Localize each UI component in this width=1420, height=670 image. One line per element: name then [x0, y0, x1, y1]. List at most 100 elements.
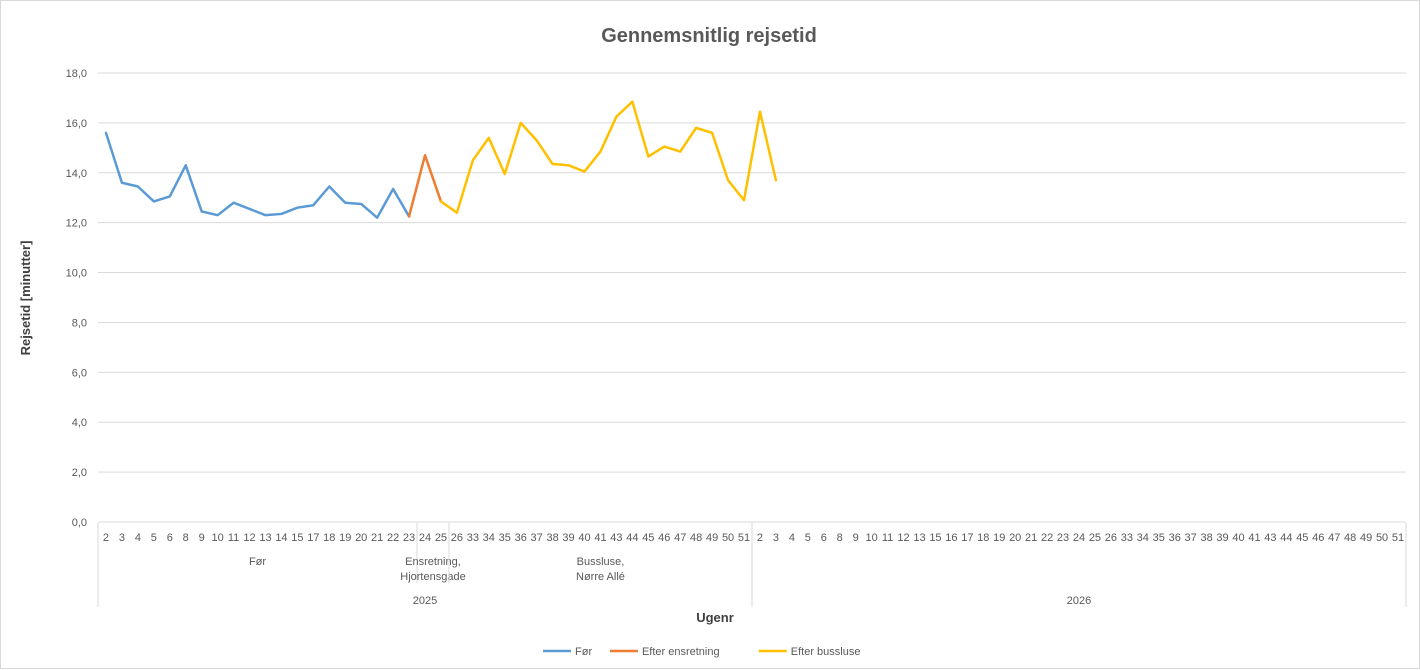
- x-tick-label: 8: [837, 532, 843, 544]
- x-tick-label: 2: [757, 532, 763, 544]
- y-tick-label: 12,0: [66, 218, 87, 230]
- x-tick-label: 33: [1121, 532, 1133, 544]
- series-line: [439, 100, 778, 214]
- x-tick-label: 46: [658, 532, 670, 544]
- x-tick-label: 45: [642, 532, 654, 544]
- x-tick-label: 48: [1344, 532, 1356, 544]
- x-tick-label: 22: [387, 532, 399, 544]
- x-tick-label: 51: [738, 532, 750, 544]
- x-tick-label: 36: [1169, 532, 1181, 544]
- x-tick-label: 4: [135, 532, 141, 544]
- y-tick-label: 6,0: [72, 367, 87, 379]
- x-tick-label: 50: [722, 532, 734, 544]
- series-lines: [104, 100, 778, 219]
- y-tick-label: 14,0: [66, 168, 87, 180]
- x-tick-label: 33: [467, 532, 479, 544]
- x-tick-label: 23: [403, 532, 415, 544]
- x-tick-label: 26: [1105, 532, 1117, 544]
- year-label: 2025: [413, 595, 437, 607]
- phase-label: Bussluse, Nørre Allé: [576, 556, 625, 583]
- y-tick-label: 8,0: [72, 317, 87, 329]
- x-tick-label: 9: [199, 532, 205, 544]
- x-tick-label: 35: [499, 532, 511, 544]
- x-tick-label: 14: [275, 532, 287, 544]
- x-tick-label: 6: [821, 532, 827, 544]
- x-tick-label: 25: [435, 532, 447, 544]
- x-tick-label: 37: [1185, 532, 1197, 544]
- x-tick-label: 13: [259, 532, 271, 544]
- phase-label: Før: [249, 556, 266, 568]
- x-tick-label: 34: [483, 532, 495, 544]
- x-axis: 2 3 4 5 6 8 9 10 11 12 13 14 15 17 18 19 20 21 22 23 24 25 26 3…: [97, 523, 1407, 607]
- x-tick-label: 17: [961, 532, 973, 544]
- x-tick-label: 12: [243, 532, 255, 544]
- x-tick-label: 45: [1296, 532, 1308, 544]
- x-tick-label: 23: [1057, 532, 1069, 544]
- x-tick-label: 39: [1216, 532, 1228, 544]
- x-tick-label: 11: [228, 532, 239, 544]
- x-axis-title: Ugenr: [696, 610, 734, 625]
- x-tick-label: 46: [1312, 532, 1324, 544]
- legend-label: Før: [575, 646, 592, 658]
- y-tick-label: 0,0: [72, 517, 87, 529]
- series-line: [104, 131, 411, 219]
- x-tick-label: 13: [913, 532, 925, 544]
- x-tick-label: 43: [610, 532, 622, 544]
- x-tick-label: 3: [119, 532, 125, 544]
- x-tick-label: 15: [291, 532, 303, 544]
- x-tick-label: 16: [945, 532, 957, 544]
- x-tick-label: 44: [626, 532, 638, 544]
- x-tick-label: 21: [1025, 532, 1037, 544]
- x-tick-label: 47: [674, 532, 686, 544]
- legend-label: Efter bussluse: [791, 646, 861, 658]
- x-tick-label: 36: [515, 532, 527, 544]
- x-tick-label: 49: [706, 532, 718, 544]
- x-tick-label: 22: [1041, 532, 1053, 544]
- x-tick-label: 25: [1089, 532, 1101, 544]
- x-tick-label: 9: [853, 532, 859, 544]
- x-tick-label: 35: [1153, 532, 1165, 544]
- x-tick-label: 44: [1280, 532, 1292, 544]
- x-tick-label: 49: [1360, 532, 1372, 544]
- x-tick-label: 38: [1200, 532, 1212, 544]
- x-tick-label: 10: [866, 532, 878, 544]
- x-tick-label: 41: [594, 532, 606, 544]
- x-tick-label: 18: [977, 532, 989, 544]
- x-tick-label: 26: [451, 532, 463, 544]
- x-tick-label: 48: [690, 532, 702, 544]
- x-tick-label: 5: [151, 532, 157, 544]
- x-tick-label: 40: [1232, 532, 1244, 544]
- x-tick-label: 8: [183, 532, 189, 544]
- gridlines: [98, 72, 1406, 523]
- y-axis-ticks: 0,0 2,0 4,0 6,0 8,0 10,0 12,0 14,0 16,0 18,0: [66, 68, 87, 529]
- chart-title: Gennemsnitlig rejsetid: [601, 25, 817, 47]
- x-tick-label: 11: [882, 532, 893, 544]
- year-label: 2026: [1067, 595, 1091, 607]
- y-tick-label: 2,0: [72, 467, 87, 479]
- x-tick-label: 24: [1073, 532, 1085, 544]
- x-tick-label: 34: [1137, 532, 1149, 544]
- y-tick-label: 4,0: [72, 417, 87, 429]
- x-tick-label: 2: [103, 532, 109, 544]
- x-tick-label: 18: [323, 532, 335, 544]
- x-tick-label: 50: [1376, 532, 1388, 544]
- x-tick-label: 4: [789, 532, 795, 544]
- x-tick-label: 17: [307, 532, 319, 544]
- x-tick-label: 5: [805, 532, 811, 544]
- x-tick-label: 40: [578, 532, 590, 544]
- y-tick-label: 10,0: [66, 268, 87, 280]
- x-tick-label: 19: [993, 532, 1005, 544]
- x-tick-label: 20: [1009, 532, 1021, 544]
- x-tick-label: 51: [1392, 532, 1404, 544]
- x-tick-label: 39: [562, 532, 574, 544]
- x-tick-label: 47: [1328, 532, 1340, 544]
- x-tick-label: 43: [1264, 532, 1276, 544]
- y-tick-label: 16,0: [66, 118, 87, 130]
- legend-label: Efter ensretning: [642, 646, 720, 658]
- x-tick-label: 12: [897, 532, 909, 544]
- x-tick-label: 19: [339, 532, 351, 544]
- x-tick-label: 3: [773, 532, 779, 544]
- legend: Før Efter ensretning Efter bussluse: [543, 646, 860, 658]
